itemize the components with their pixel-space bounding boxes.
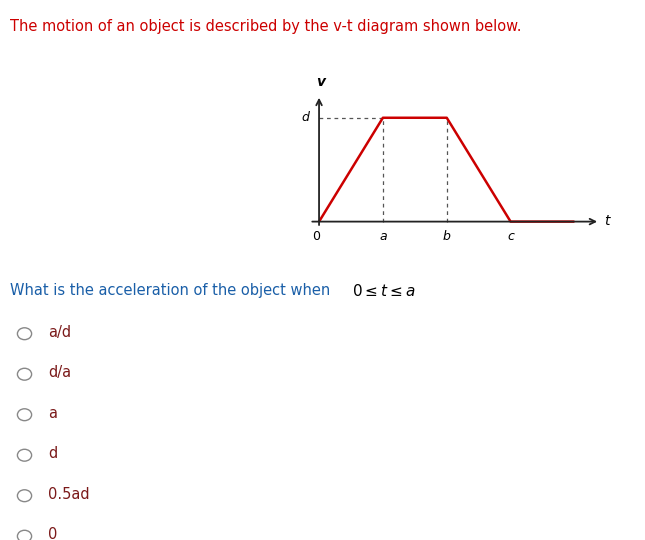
Text: a: a [48,406,57,421]
Text: What is the acceleration of the object when: What is the acceleration of the object w… [10,284,335,299]
Text: d/a: d/a [48,365,72,380]
Text: t: t [604,213,610,227]
Text: The motion of an object is described by the v-t diagram shown below.: The motion of an object is described by … [10,19,521,34]
Text: $0 \leq t \leq a$: $0 \leq t \leq a$ [352,284,415,300]
Text: 0.5ad: 0.5ad [48,487,90,502]
Text: a: a [379,230,387,243]
Text: c: c [507,230,514,243]
Text: 0: 0 [48,527,58,540]
Text: a/d: a/d [48,325,72,340]
Text: v: v [316,75,325,89]
Text: d: d [48,446,57,461]
Text: 0: 0 [312,230,320,243]
Text: d: d [301,111,309,124]
Text: b: b [443,230,451,243]
